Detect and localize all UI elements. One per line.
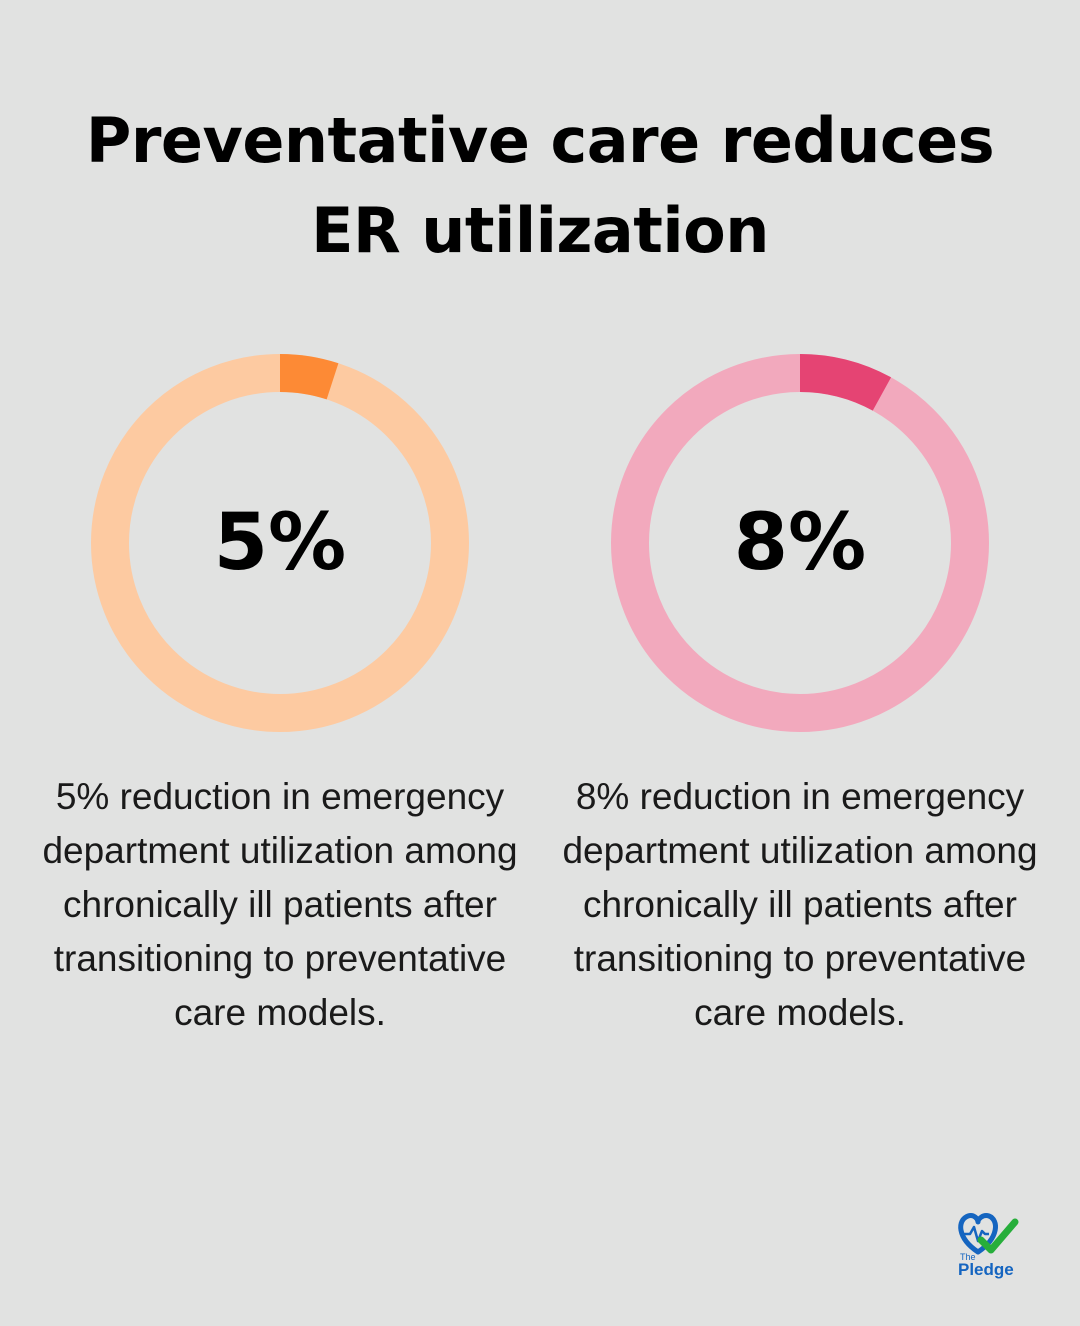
donut-value-arc xyxy=(799,354,892,411)
donut-chart-svg xyxy=(611,354,989,732)
donut-value-arc xyxy=(279,354,339,400)
logo-text-pledge: Pledge xyxy=(958,1260,1014,1279)
the-pledge-logo: The Pledge xyxy=(955,1210,1037,1285)
heart-check-icon xyxy=(958,1213,1019,1255)
donut-value-label: 5% xyxy=(213,498,347,588)
donut-chart-svg xyxy=(91,354,469,732)
donut-chart-reduction-8: 8% xyxy=(611,354,989,732)
donut-chart-reduction-5: 5% xyxy=(91,354,469,732)
logo-text-the: The xyxy=(960,1252,976,1262)
page-title: Preventative care reduces ER utilization xyxy=(85,104,995,267)
stat-description: 5% reduction in emergency department uti… xyxy=(42,776,518,1033)
donut-value-label: 8% xyxy=(733,498,867,588)
stat-description: 8% reduction in emergency department uti… xyxy=(562,776,1038,1033)
